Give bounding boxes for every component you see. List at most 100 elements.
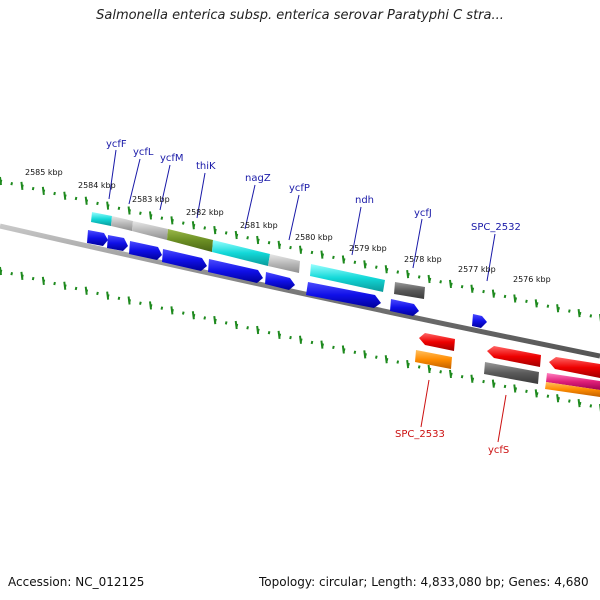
gene-label[interactable]: nagZ [245, 173, 271, 184]
major-tick [363, 260, 367, 269]
outer-tick-ring [0, 179, 600, 320]
major-tick [84, 196, 88, 205]
major-tick [191, 221, 195, 230]
major-tick [63, 281, 67, 290]
tick-label: 2576 kbp [513, 275, 551, 284]
major-tick [213, 226, 217, 235]
cog-block [546, 373, 600, 390]
major-tick [234, 230, 238, 240]
kbp-labels: 2585 kbp 2584 kbp 2583 kbp 2582 kbp 2581… [25, 168, 551, 284]
major-tick [384, 265, 388, 274]
leader-line [128, 158, 141, 205]
cog-block [310, 264, 385, 292]
gene-arrow-forward [87, 230, 108, 246]
gene-label[interactable]: ycfM [160, 153, 184, 164]
major-tick [577, 309, 581, 318]
tick-label: 2579 kbp [349, 244, 387, 253]
leader-line [288, 194, 300, 241]
major-tick [556, 394, 560, 403]
major-tick-marks [0, 176, 600, 413]
major-tick [149, 211, 152, 220]
gene-label[interactable]: ycfJ [414, 208, 432, 219]
major-tick [191, 311, 195, 320]
major-tick [427, 364, 431, 374]
major-tick [170, 306, 174, 315]
major-tick [234, 320, 238, 330]
major-tick [449, 279, 452, 289]
major-tick [106, 291, 110, 300]
tick-label: 2582 kbp [186, 208, 224, 217]
tick-label: 2577 kbp [458, 265, 496, 274]
major-tick [127, 206, 131, 215]
major-tick [449, 369, 452, 379]
major-tick [491, 379, 495, 388]
leader-line [159, 164, 171, 211]
major-tick [277, 240, 281, 249]
major-tick [556, 304, 560, 313]
major-tick [491, 289, 495, 298]
gene-arrow-forward [162, 249, 207, 271]
cog-block [132, 221, 168, 240]
gene-labels: ycfF ycfL ycfM thiK nagZ ycfP ndh ycfJ S… [106, 139, 521, 456]
major-tick [534, 389, 538, 398]
major-tick [170, 216, 174, 225]
gene-arrow-forward [265, 272, 295, 290]
gene-label[interactable]: ycfP [289, 183, 310, 194]
cog-block [484, 362, 539, 384]
gene-label[interactable]: ndh [355, 195, 374, 206]
gene-label[interactable]: SPC_2533 [395, 429, 445, 440]
major-tick [256, 235, 260, 245]
major-tick [106, 201, 110, 210]
cog-band-forward [91, 212, 425, 299]
major-tick [20, 271, 24, 281]
gene-arrow-reverse [419, 333, 455, 351]
major-tick [299, 245, 302, 254]
tick-label: 2580 kbp [295, 233, 333, 242]
gene-arrow-forward [129, 241, 162, 260]
major-tick [63, 191, 67, 200]
gene-label[interactable]: ycfS [488, 445, 509, 456]
tick-label: 2584 kbp [78, 181, 116, 190]
major-tick [406, 360, 410, 369]
cog-block [545, 382, 600, 397]
cog-block [91, 212, 112, 226]
major-tick [127, 296, 131, 305]
major-tick [41, 186, 45, 195]
major-tick [84, 286, 88, 295]
gene-label[interactable]: thiK [196, 161, 216, 172]
forward-strand-genes [87, 230, 487, 328]
major-tick [363, 350, 367, 359]
major-tick [0, 176, 2, 186]
major-tick [534, 299, 538, 308]
map-title: Salmonella enterica subsp. enterica sero… [96, 8, 504, 23]
label-leaders [108, 149, 507, 443]
cog-band-reverse [415, 350, 600, 397]
major-tick [577, 399, 581, 408]
major-tick [213, 316, 217, 325]
leader-line [196, 172, 206, 219]
gene-label[interactable]: SPC_2532 [471, 222, 521, 233]
major-tick [256, 325, 260, 335]
major-tick [41, 276, 45, 285]
major-tick [299, 335, 302, 344]
major-tick [513, 294, 517, 303]
major-tick [406, 270, 410, 279]
gene-arrow-reverse [487, 346, 541, 367]
gene-arrow-forward [107, 235, 128, 251]
major-tick [513, 384, 517, 393]
genome-backbone [0, 223, 600, 359]
gene-label[interactable]: ycfL [133, 147, 154, 158]
gene-arrow-forward [306, 282, 381, 308]
gene-label[interactable]: ycfF [106, 139, 127, 150]
major-tick [20, 181, 24, 191]
major-tick [341, 255, 345, 264]
tick-label: 2581 kbp [240, 221, 278, 230]
major-tick [470, 374, 474, 383]
cog-block [167, 229, 213, 252]
major-tick [320, 340, 324, 349]
major-tick [277, 330, 281, 339]
gene-arrow-forward [472, 314, 487, 328]
cog-block [111, 216, 133, 231]
cog-block [394, 282, 425, 299]
